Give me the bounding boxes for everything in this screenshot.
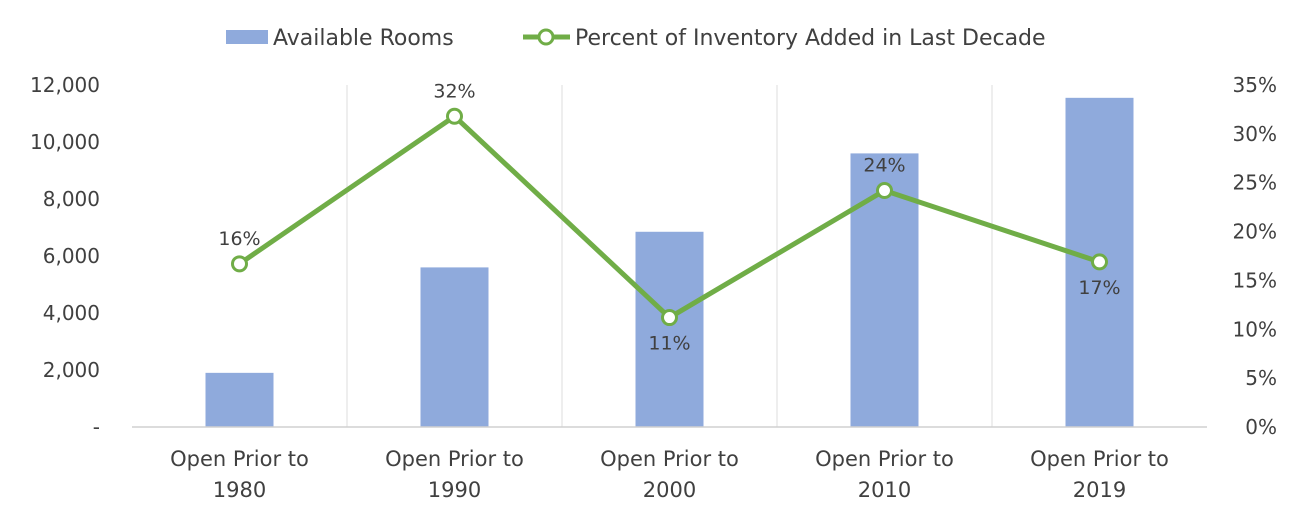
right-tick-label: 10% — [1233, 317, 1277, 341]
category-label-1990: Open Prior to 1990 — [385, 447, 524, 502]
right-tick-label: 35% — [1233, 73, 1277, 97]
category-label-1980: Open Prior to 1980 — [170, 447, 309, 502]
right-y-axis: 0% 5% 10% 15% 20% 25% 30% 35% — [1233, 73, 1277, 439]
percent-point-1990 — [446, 107, 463, 125]
legend-swatch-available-rooms — [226, 30, 268, 44]
percent-point-2000 — [661, 309, 678, 327]
percent-data-label-2010: 24% — [863, 155, 905, 177]
left-tick-label: 6,000 — [43, 244, 100, 268]
category-label-line: Open Prior to — [1030, 447, 1169, 471]
right-tick-label: 25% — [1233, 171, 1277, 195]
category-label-line: Open Prior to — [815, 447, 954, 471]
category-label-line: 2019 — [1073, 478, 1126, 502]
legend-label-percent: Percent of Inventory Added in Last Decad… — [575, 26, 1046, 51]
category-label-line: 1990 — [428, 478, 481, 502]
right-tick-label: 15% — [1233, 268, 1277, 292]
left-tick-label: 4,000 — [43, 301, 100, 325]
percent-point-2010 — [876, 182, 893, 200]
left-tick-label: 10,000 — [30, 130, 100, 154]
left-tick-label: 12,000 — [30, 73, 100, 97]
category-label-line: Open Prior to — [170, 447, 309, 471]
left-tick-label: 8,000 — [43, 187, 100, 211]
right-tick-label: 0% — [1245, 415, 1277, 439]
percent-point-1980 — [231, 255, 248, 273]
percent-point-2019 — [1091, 253, 1108, 271]
percent-data-label-2000: 11% — [648, 333, 690, 355]
left-tick-label: - — [93, 415, 100, 439]
category-label-2000: Open Prior to 2000 — [600, 447, 739, 502]
legend-label-available-rooms: Available Rooms — [273, 26, 454, 51]
legend: Available Rooms Percent of Inventory Adde… — [226, 26, 1046, 51]
percent-data-label-1980: 16% — [218, 228, 260, 250]
category-label-2010: Open Prior to 2010 — [815, 447, 954, 502]
left-y-axis: - 2,000 4,000 6,000 8,000 10,000 12,000 — [30, 73, 100, 439]
bar-1990 — [420, 267, 489, 427]
right-tick-label: 5% — [1245, 366, 1277, 390]
category-label-line: 2010 — [858, 478, 911, 502]
category-label-2019: Open Prior to 2019 — [1030, 447, 1169, 502]
category-label-line: 1980 — [213, 478, 266, 502]
percent-data-label-2019: 17% — [1078, 277, 1120, 299]
category-label-line: Open Prior to — [600, 447, 739, 471]
right-tick-label: 30% — [1233, 122, 1277, 146]
bar-2000 — [635, 231, 704, 427]
category-label-line: 2000 — [643, 478, 696, 502]
bar-1980 — [205, 372, 274, 427]
percent-data-label-1990: 32% — [433, 80, 475, 102]
right-tick-label: 20% — [1233, 220, 1277, 244]
category-label-line: Open Prior to — [385, 447, 524, 471]
line-series: 16% 32% 11% 24% 17% — [218, 80, 1120, 354]
left-tick-label: 2,000 — [43, 358, 100, 382]
bar-series — [205, 97, 1134, 427]
legend-swatch-percent-marker — [537, 28, 555, 46]
